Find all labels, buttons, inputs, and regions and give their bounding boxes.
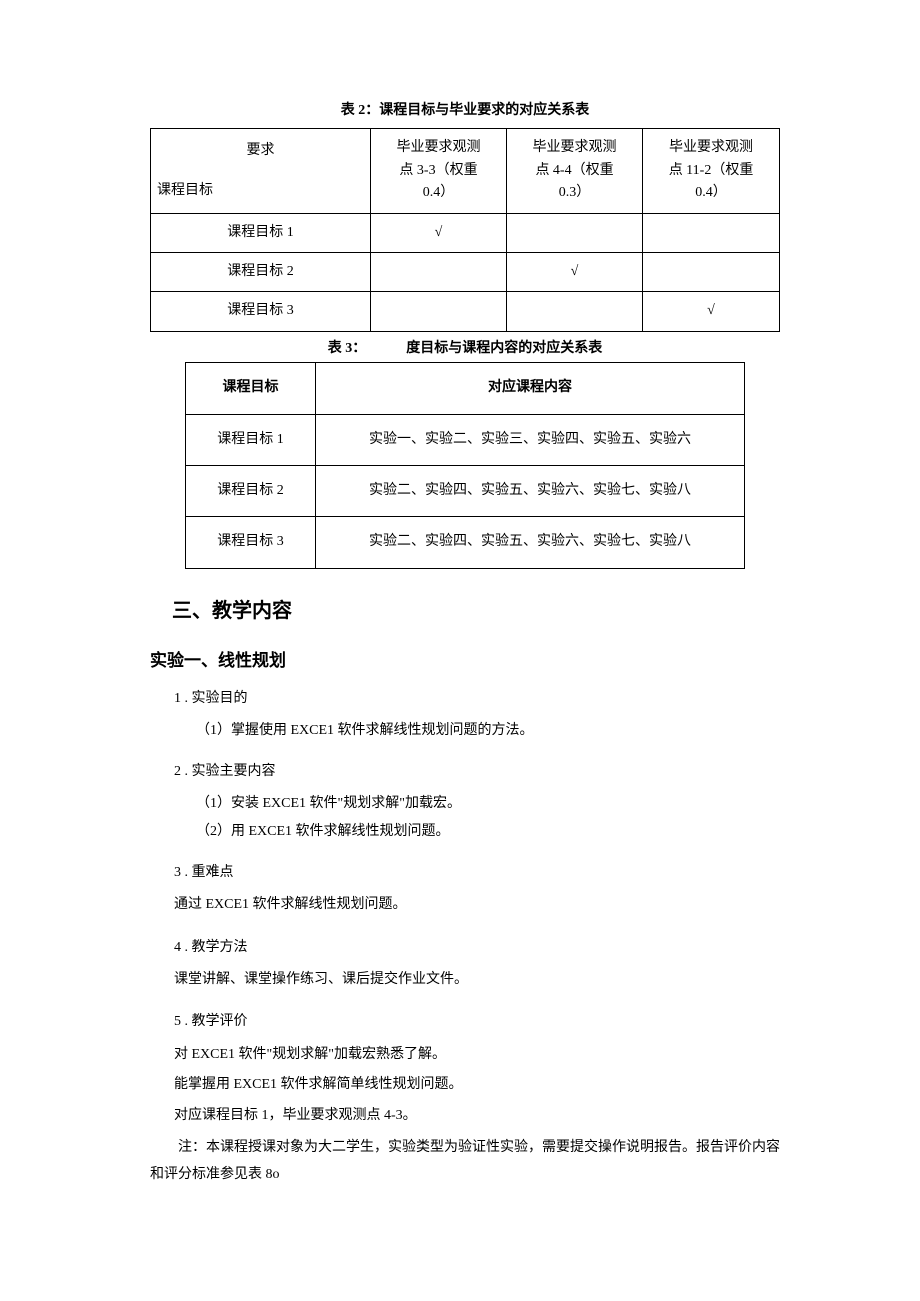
section-heading: 三、教学内容 [172,595,780,627]
table2: 要求 课程目标 毕业要求观测 点 3-3（权重 0.4） 毕业要求观测 点 4-… [150,128,780,331]
table2-col2-head: 毕业要求观测 点 4-4（权重 0.3） [507,129,643,213]
t2r3c1 [371,292,507,331]
t2c2l3: 0.3） [513,182,636,204]
t3r2-goal: 课程目标 2 [186,465,316,516]
t2r2c2: √ [507,252,643,291]
t2r3-label: 课程目标 3 [151,292,371,331]
exp1-item4-text: 课堂讲解、课堂操作练习、课后提交作业文件。 [174,969,780,991]
t2c3l3: 0.4） [649,182,773,204]
t2r1-label: 课程目标 1 [151,213,371,252]
t2r1c1: √ [371,213,507,252]
exp1-item3-text: 通过 EXCE1 软件求解线性规划问题。 [174,894,780,916]
table-row: 课程目标 1 实验一、实验二、实验三、实验四、实验五、实验六 [186,414,745,465]
exp1-item3-label: 3 . 重难点 [174,862,780,884]
table-row: 课程目标 1 √ [151,213,780,252]
table-row: 课程目标 2 √ [151,252,780,291]
t3r3-goal: 课程目标 3 [186,517,316,568]
table-row: 课程目标 2 实验二、实验四、实验五、实验六、实验七、实验八 [186,465,745,516]
exp1-item2-sub1: （1）安装 EXCE1 软件"规划求解"加载宏。 [174,793,780,815]
t2r1c2 [507,213,643,252]
table3-head-left: 课程目标 [186,363,316,414]
table-row: 课程目标 3 实验二、实验四、实验五、实验六、实验七、实验八 [186,517,745,568]
t2r3c3: √ [643,292,780,331]
t2c1l3: 0.4） [377,182,500,204]
table3-title-left: 表 3： [328,338,367,360]
experiment1-body: 1 . 实验目的 （1）掌握使用 EXCE1 软件求解线性规划问题的方法。 2 … [150,688,780,1127]
table-row: 课程目标 3 √ [151,292,780,331]
table2-header-goal: 课程目标 [157,180,364,202]
exp1-item5-line1: 对 EXCE1 软件"规划求解"加载宏熟悉了解。 [174,1044,780,1066]
table3: 课程目标 对应课程内容 课程目标 1 实验一、实验二、实验三、实验四、实验五、实… [185,362,745,569]
table3-title: 表 3： 度目标与课程内容的对应关系表 [150,338,780,360]
experiment1-title: 实验一、线性规划 [150,647,780,674]
t3r1-content: 实验一、实验二、实验三、实验四、实验五、实验六 [316,414,745,465]
exp1-item1-sub1: （1）掌握使用 EXCE1 软件求解线性规划问题的方法。 [174,720,780,742]
t3r1-goal: 课程目标 1 [186,414,316,465]
table3-title-right: 度目标与课程内容的对应关系表 [406,338,602,360]
table3-head-right: 对应课程内容 [316,363,745,414]
exp1-item1-label: 1 . 实验目的 [174,688,780,710]
exp1-item2-sub2: （2）用 EXCE1 软件求解线性规划问题。 [174,821,780,843]
t2c1l1: 毕业要求观测 [377,137,500,159]
t2c1l2: 点 3-3（权重 [377,160,500,182]
t3r3-content: 实验二、实验四、实验五、实验六、实验七、实验八 [316,517,745,568]
t2r2c3 [643,252,780,291]
table2-header-req: 要求 [157,140,364,162]
t2r3c2 [507,292,643,331]
t2c2l1: 毕业要求观测 [513,137,636,159]
t2c2l2: 点 4-4（权重 [513,160,636,182]
exp1-item5-line3: 对应课程目标 1，毕业要求观测点 4-3。 [174,1105,780,1127]
t2r2c1 [371,252,507,291]
note-paragraph: 注：本课程授课对象为大二学生，实验类型为验证性实验，需要提交操作说明报告。报告评… [150,1135,780,1188]
t2c3l1: 毕业要求观测 [649,137,773,159]
table2-header-left: 要求 课程目标 [151,129,371,213]
table2-col1-head: 毕业要求观测 点 3-3（权重 0.4） [371,129,507,213]
exp1-item2-label: 2 . 实验主要内容 [174,761,780,783]
t2c3l2: 点 11-2（权重 [649,160,773,182]
table2-col3-head: 毕业要求观测 点 11-2（权重 0.4） [643,129,780,213]
table2-title: 表 2：课程目标与毕业要求的对应关系表 [150,100,780,122]
exp1-item4-label: 4 . 教学方法 [174,937,780,959]
t2r1c3 [643,213,780,252]
t2r2-label: 课程目标 2 [151,252,371,291]
exp1-item5-label: 5 . 教学评价 [174,1011,780,1033]
exp1-item5-line2: 能掌握用 EXCE1 软件求解简单线性规划问题。 [174,1074,780,1096]
t3r2-content: 实验二、实验四、实验五、实验六、实验七、实验八 [316,465,745,516]
